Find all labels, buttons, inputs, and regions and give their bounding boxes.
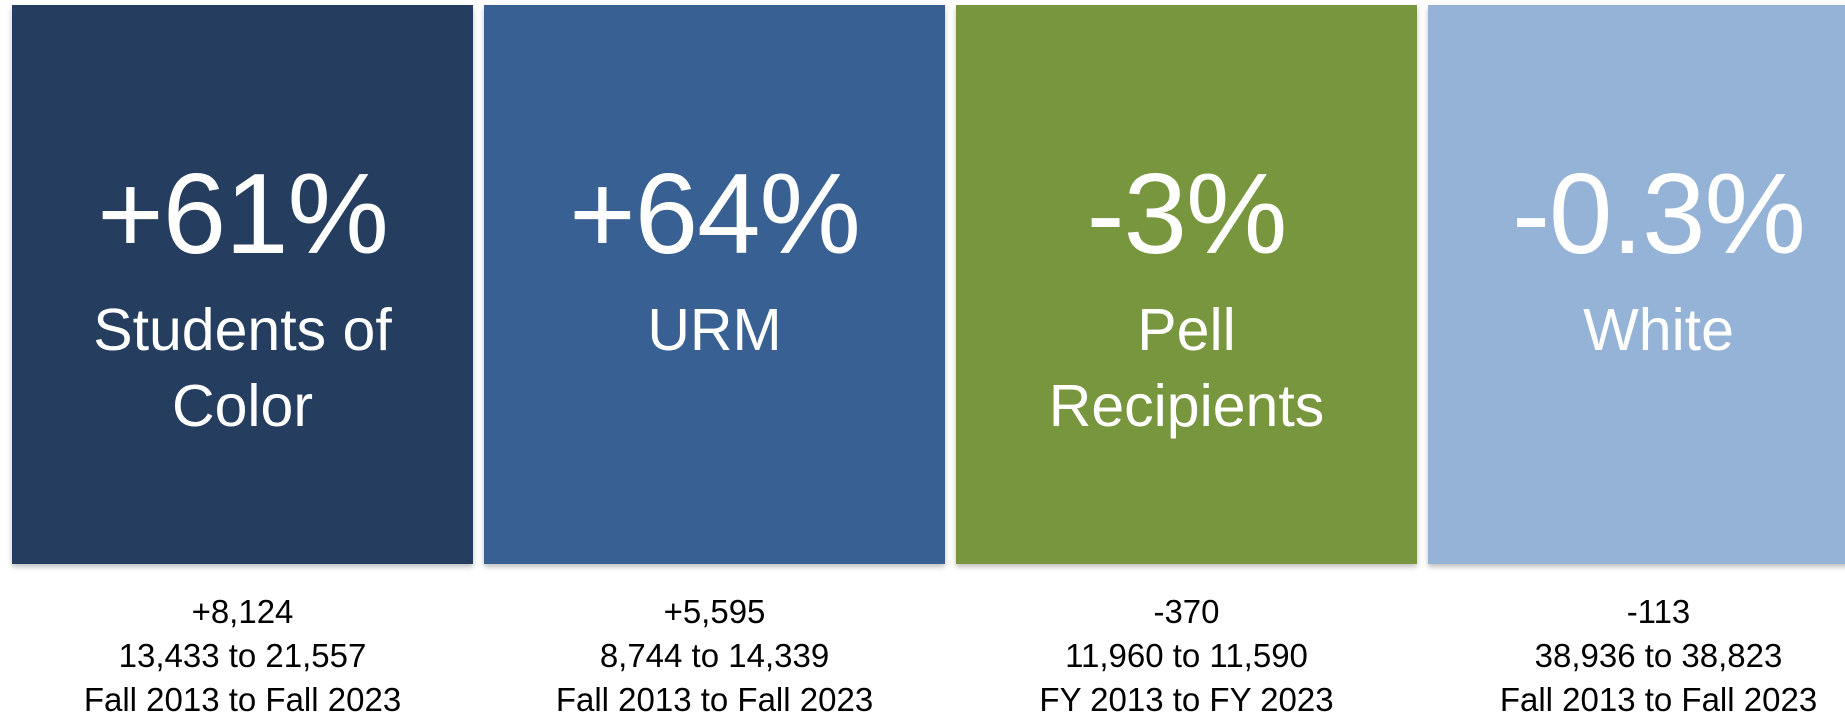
period: Fall 2013 to Fall 2023: [555, 681, 874, 718]
stat-label: White: [1583, 297, 1734, 363]
count-range: 13,433 to 21,557: [118, 637, 367, 674]
stat-value: -0.3%: [1512, 151, 1806, 278]
count-range: 11,960 to 11,590: [1065, 637, 1308, 674]
stat-details: +5,595 8,744 to 14,339 Fall 2013 to Fall 2…: [484, 590, 945, 722]
period: FY 2013 to FY 2023: [1039, 681, 1334, 718]
period: Fall 2013 to Fall 2023: [1499, 681, 1818, 718]
stat-value: +64%: [569, 151, 861, 278]
period: Fall 2013 to Fall 2023: [83, 681, 402, 718]
change-count: -113: [1626, 593, 1691, 630]
stat-label: Students of Color: [93, 297, 392, 439]
change-count: +5,595: [663, 593, 766, 630]
stat-details: -370 11,960 to 11,590 FY 2013 to FY 2023: [956, 590, 1417, 722]
change-count: -370: [1153, 593, 1220, 630]
change-count: +8,124: [191, 593, 294, 630]
stat-card: +64% URM: [484, 5, 945, 564]
stat-details: +8,124 13,433 to 21,557 Fall 2013 to Fall …: [12, 590, 473, 722]
stat-value: -3%: [1086, 151, 1288, 278]
stat-value: +61%: [97, 151, 389, 278]
count-range: 8,744 to 14,339: [599, 637, 830, 674]
count-range: 38,936 to 38,823: [1534, 637, 1783, 674]
stat-card: +61% Students of Color: [12, 5, 473, 564]
stat-label: Pell Recipients: [1048, 297, 1325, 439]
stat-label: URM: [647, 297, 782, 363]
stat-card: -3% Pell Recipients: [956, 5, 1417, 564]
stat-details: -113 38,936 to 38,823 Fall 2013 to Fall 20…: [1428, 590, 1845, 722]
stat-card: -0.3% White: [1428, 5, 1845, 564]
